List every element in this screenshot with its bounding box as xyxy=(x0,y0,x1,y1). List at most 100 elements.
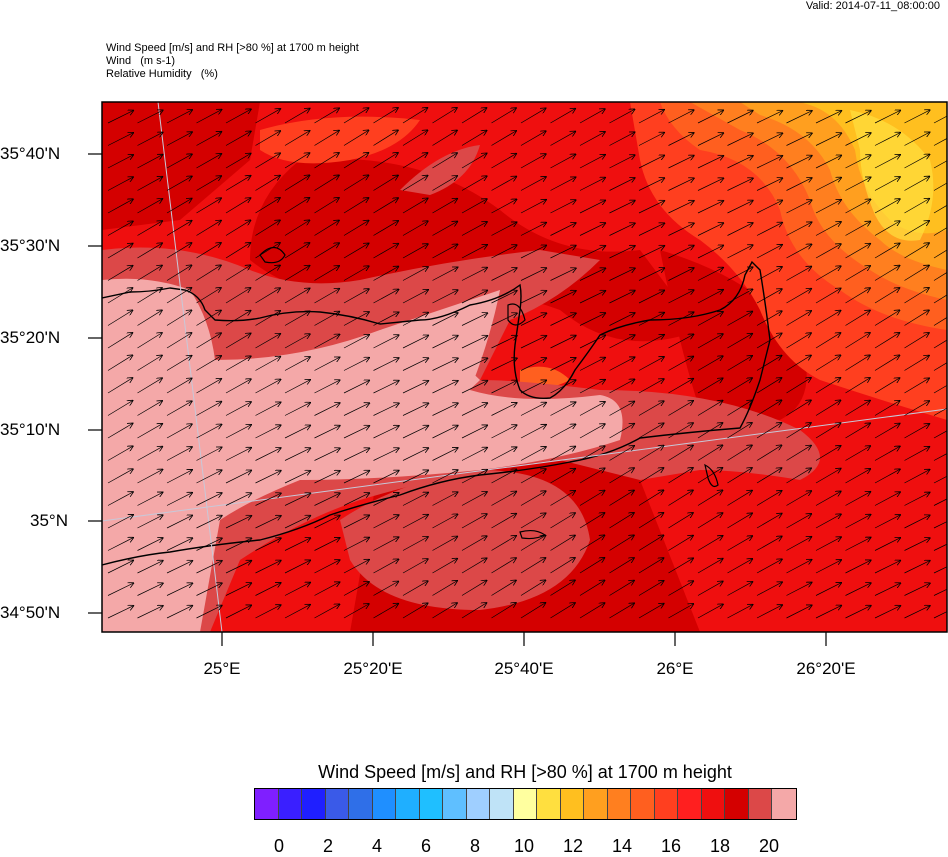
wind-arrow xyxy=(845,515,871,529)
wind-arrow xyxy=(255,561,281,574)
wind-arrow xyxy=(461,268,487,281)
wind-arrow xyxy=(343,153,368,169)
colorbar-cell xyxy=(349,789,373,819)
wind-arrow xyxy=(727,245,753,259)
wind-arrow xyxy=(874,515,900,529)
wind-arrow xyxy=(107,423,133,439)
wind-arrow xyxy=(402,581,428,596)
lat-label-1: 35°40'N xyxy=(0,144,61,163)
wind-arrow xyxy=(727,356,753,371)
wind-arrow xyxy=(461,381,487,394)
wind-arrow xyxy=(137,288,162,304)
wind-arrow xyxy=(373,403,399,416)
wind-arrow xyxy=(314,538,340,551)
wind-arrow xyxy=(756,445,781,461)
wind-arrow xyxy=(609,535,634,551)
wind-arrow xyxy=(874,266,899,281)
wind-arrow xyxy=(196,310,221,326)
wind-arrow xyxy=(343,130,368,146)
wind-arrow xyxy=(137,132,163,146)
wind-arrow xyxy=(196,198,221,214)
colorbar-cell xyxy=(490,789,514,819)
header-title: Wind Speed [m/s] and RH [>80 %] at 1700 … xyxy=(106,42,359,54)
colorbar-cell xyxy=(607,789,631,819)
wind-arrow xyxy=(432,336,458,349)
wind-arrow xyxy=(166,493,192,506)
wind-arrow xyxy=(314,604,340,619)
wind-arrow xyxy=(933,294,947,304)
lat-label-3: 35°20'N xyxy=(0,328,61,347)
wind-arrow xyxy=(137,492,163,506)
wind-arrow xyxy=(697,223,723,236)
wind-arrow xyxy=(727,400,752,416)
colorbar-tick-label: 12 xyxy=(562,836,584,856)
wind-arrow xyxy=(343,108,368,124)
wind-arrow xyxy=(579,535,604,551)
wind-arrow xyxy=(343,289,369,304)
wind-arrow xyxy=(668,468,693,484)
wind-arrow xyxy=(786,355,811,371)
wind-arrow xyxy=(284,448,310,461)
wind-arrow xyxy=(815,423,840,439)
wind-arrow xyxy=(904,310,929,326)
lat-label-5: 35°N xyxy=(30,511,68,530)
wind-arrow xyxy=(520,177,546,191)
wind-arrow xyxy=(550,491,576,506)
wind-arrow xyxy=(520,154,546,169)
wind-arrow xyxy=(638,379,664,394)
wind-arrow xyxy=(727,491,752,506)
wind-arrow xyxy=(402,515,428,529)
wind-arrow xyxy=(579,513,604,529)
wind-arrow xyxy=(491,108,516,124)
wind-arrow xyxy=(137,355,162,371)
wind-arrow xyxy=(638,604,664,619)
wind-arrow xyxy=(314,198,339,214)
wind-arrow xyxy=(874,333,899,349)
wind-arrow xyxy=(697,201,723,214)
lon-label-4: 26°E xyxy=(656,659,694,678)
wind-arrow xyxy=(786,156,812,169)
wind-arrow xyxy=(550,558,575,574)
wind-arrow xyxy=(461,222,487,236)
wind-arrow xyxy=(491,222,517,236)
wind-arrow xyxy=(461,492,487,506)
wind-arrow xyxy=(668,110,694,124)
wind-arrow xyxy=(756,491,782,506)
wind-arrow xyxy=(402,493,428,506)
wind-arrow xyxy=(520,513,546,529)
wind-arrow xyxy=(904,447,930,461)
wind-arrow xyxy=(137,266,162,281)
colorbar-cell xyxy=(466,789,490,819)
wind-arrow xyxy=(402,603,428,619)
wind-arrow xyxy=(373,198,398,214)
wind-arrow xyxy=(196,516,222,529)
wind-arrow xyxy=(550,223,576,236)
wind-arrow xyxy=(874,221,900,236)
wind-arrow xyxy=(461,536,487,551)
wind-arrow xyxy=(107,469,133,484)
wind-arrow xyxy=(284,288,310,304)
wind-arrow xyxy=(520,131,546,146)
wind-field xyxy=(102,102,947,632)
wind-arrow xyxy=(432,108,457,124)
wind-arrow xyxy=(461,558,487,574)
colorbar-tick-label: 10 xyxy=(513,836,535,856)
wind-arrow xyxy=(845,333,870,349)
wind-arrow xyxy=(137,155,163,169)
wind-arrow xyxy=(225,243,250,259)
wind-arrow xyxy=(432,581,458,596)
wind-arrow xyxy=(638,155,664,169)
wind-arrow xyxy=(520,447,546,461)
wind-arrow xyxy=(727,468,752,484)
wind-arrow xyxy=(786,400,811,416)
wind-arrow xyxy=(461,199,487,214)
wind-arrow xyxy=(284,266,309,281)
wind-arrow xyxy=(874,538,900,551)
wind-arrow xyxy=(225,561,251,574)
wind-arrow xyxy=(432,267,458,281)
wind-arrow xyxy=(402,470,428,484)
wind-arrow xyxy=(343,221,368,236)
colorbar-cell xyxy=(725,789,749,819)
wind-arrow xyxy=(196,379,222,394)
